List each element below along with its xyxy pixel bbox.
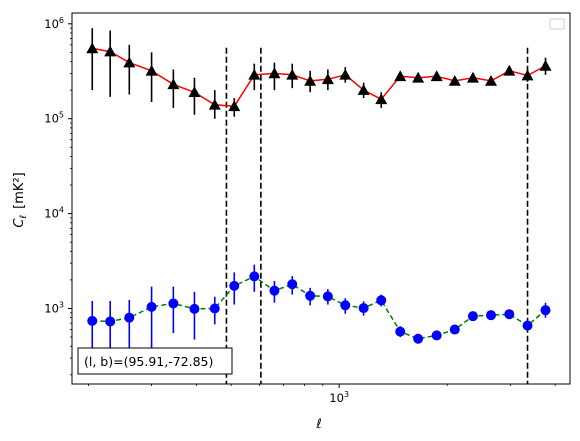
series-0-marker — [208, 98, 221, 110]
series-1-marker — [124, 312, 135, 323]
series-1-marker — [540, 305, 551, 316]
series-1-marker — [105, 316, 116, 327]
series-0 — [86, 28, 552, 119]
series-0-marker — [86, 42, 99, 54]
series-0-marker — [145, 64, 158, 76]
series-1-marker — [376, 295, 387, 306]
plot-area — [86, 28, 552, 384]
series-1-marker — [229, 280, 240, 291]
series-0-marker — [248, 68, 261, 80]
series-0-marker — [339, 68, 352, 80]
y-tick-label: 106 — [44, 16, 64, 31]
series-0-marker — [375, 93, 388, 105]
y-axis-label: Cℓ [mK²] — [12, 172, 29, 227]
series-0-marker — [448, 74, 461, 86]
series-0-marker — [503, 64, 516, 76]
series-1-marker — [87, 315, 98, 326]
y-axis-label-unit: [mK²] — [12, 172, 27, 209]
series-1-marker — [467, 311, 478, 322]
series-0-marker — [104, 45, 117, 57]
series-0-marker — [412, 71, 425, 83]
x-axis-label: ℓ — [315, 417, 321, 432]
series-0-marker — [485, 74, 498, 86]
axes-frame — [71, 12, 571, 385]
legend-box — [549, 18, 565, 30]
series-1-marker — [249, 271, 260, 282]
y-axis-label-symbol: C — [12, 218, 27, 228]
series-1-marker — [431, 330, 442, 341]
series-0-marker — [188, 86, 201, 98]
series-0-marker — [539, 59, 552, 71]
annotation-box: (l, b)=(95.91,-72.85) — [77, 347, 233, 375]
y-tick-label: 104 — [44, 206, 64, 221]
series-1-marker — [168, 298, 179, 309]
series-1-marker — [269, 285, 280, 296]
series-1-marker — [449, 324, 460, 335]
series-0-marker — [430, 70, 443, 82]
series-0-marker — [304, 74, 317, 86]
series-0-marker — [521, 69, 534, 81]
series-0-marker — [286, 68, 299, 80]
series-0-marker — [394, 70, 407, 82]
series-1-marker — [358, 303, 369, 314]
y-tick-label: 103 — [44, 300, 64, 315]
series-1-marker — [189, 303, 200, 314]
series-1-marker — [395, 326, 406, 337]
series-0-marker — [167, 78, 180, 90]
y-tick-label: 105 — [44, 111, 64, 126]
series-0-marker — [321, 73, 334, 85]
series-0-marker — [268, 67, 281, 79]
series-1-marker — [146, 301, 157, 312]
y-axis-label-subscript: ℓ — [19, 215, 29, 220]
series-0-marker — [228, 100, 241, 112]
annotation-text: (l, b)=(95.91,-72.85) — [84, 354, 213, 369]
series-1 — [87, 264, 551, 359]
series-1-marker — [504, 309, 515, 320]
axis-ticks: 103 104 105 106 103 — [44, 16, 556, 405]
series-1-marker — [486, 310, 497, 321]
series-1-marker — [522, 320, 533, 331]
series-1-marker — [209, 303, 220, 314]
series-1-marker — [340, 300, 351, 311]
series-0-marker — [357, 84, 370, 95]
series-1-marker — [413, 333, 424, 344]
series-1-marker — [287, 279, 298, 290]
series-0-marker — [123, 56, 136, 68]
series-1-marker — [322, 291, 333, 302]
annotation-frame — [77, 347, 233, 375]
series-1-marker — [305, 290, 316, 301]
series-0-marker — [466, 71, 479, 83]
x-tick-label: 103 — [329, 390, 349, 405]
